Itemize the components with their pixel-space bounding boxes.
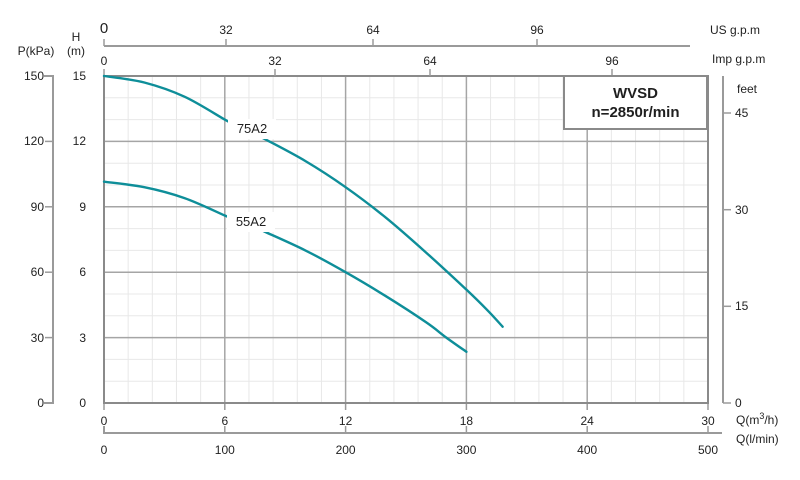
q-lmin-tick-0: 0 [100, 443, 108, 457]
imp-gpm-tick-32: 32 [268, 54, 282, 68]
us-gpm-tick-64: 64 [366, 23, 380, 37]
q-m3h-tick-0: 0 [100, 414, 108, 428]
q-m3h-tick-18: 18 [459, 414, 474, 428]
legend-speed: n=2850r/min [591, 103, 680, 121]
p-axis-tick-0: 0 [37, 396, 44, 410]
curve-label-75A2: 75A2 [228, 119, 276, 139]
imp-gpm-axis-label: Imp g.p.m [712, 52, 766, 66]
q-lmin-tick-100: 100 [214, 443, 235, 457]
us-gpm-tick-96: 96 [530, 23, 544, 37]
h-axis-tick-3: 3 [79, 330, 86, 345]
feet-tick-0: 0 [735, 396, 742, 410]
feet-axis-label: feet [737, 82, 758, 96]
p-axis-tick-90: 90 [30, 199, 44, 214]
h-axis-tick-12: 12 [72, 134, 86, 149]
p-axis-tick-120: 120 [23, 134, 44, 149]
q-m3h-tick-30: 30 [701, 414, 715, 428]
feet-tick-45: 45 [735, 106, 749, 120]
imp-gpm-tick-64: 64 [423, 54, 437, 68]
curve-label-55A2: 55A2 [227, 212, 275, 232]
legend-model: WVSD [613, 84, 658, 102]
q-m3h-tick-12: 12 [338, 414, 353, 428]
us-gpm-tick-0: 0 [99, 20, 109, 37]
us-gpm-axis-label: US g.p.m [710, 23, 761, 37]
q-lmin-tick-300: 300 [456, 443, 477, 457]
feet-tick-15: 15 [735, 299, 749, 314]
q-lmin-axis-label: Q(l/min) [736, 432, 779, 446]
q-lmin-tick-400: 400 [577, 443, 598, 457]
imp-gpm-tick-96: 96 [605, 54, 619, 68]
p-axis-tick-60: 60 [30, 265, 44, 280]
q-lmin-tick-200: 200 [335, 443, 356, 457]
h-axis-tick-15: 15 [72, 69, 86, 83]
h-axis-tick-6: 6 [79, 265, 86, 280]
p-axis-label: P(kPa) [17, 44, 55, 58]
us-gpm-tick-32: 32 [219, 23, 233, 37]
q-m3h-axis-label: Q(m3/h) [736, 411, 779, 428]
h-axis-symbol: H [71, 30, 81, 44]
legend-box: WVSD n=2850r/min [563, 75, 708, 130]
imp-gpm-tick-0: 0 [100, 54, 108, 68]
q-m3h-tick-6: 6 [221, 414, 229, 428]
h-axis-tick-0: 0 [79, 396, 86, 410]
h-axis-unit: (m) [67, 44, 85, 58]
feet-tick-30: 30 [735, 202, 749, 217]
p-axis-tick-30: 30 [30, 330, 44, 345]
h-axis-tick-9: 9 [79, 199, 86, 214]
q-m3h-tick-24: 24 [580, 414, 594, 428]
q-lmin-tick-500: 500 [697, 443, 719, 457]
p-axis-tick-150: 150 [23, 69, 44, 83]
